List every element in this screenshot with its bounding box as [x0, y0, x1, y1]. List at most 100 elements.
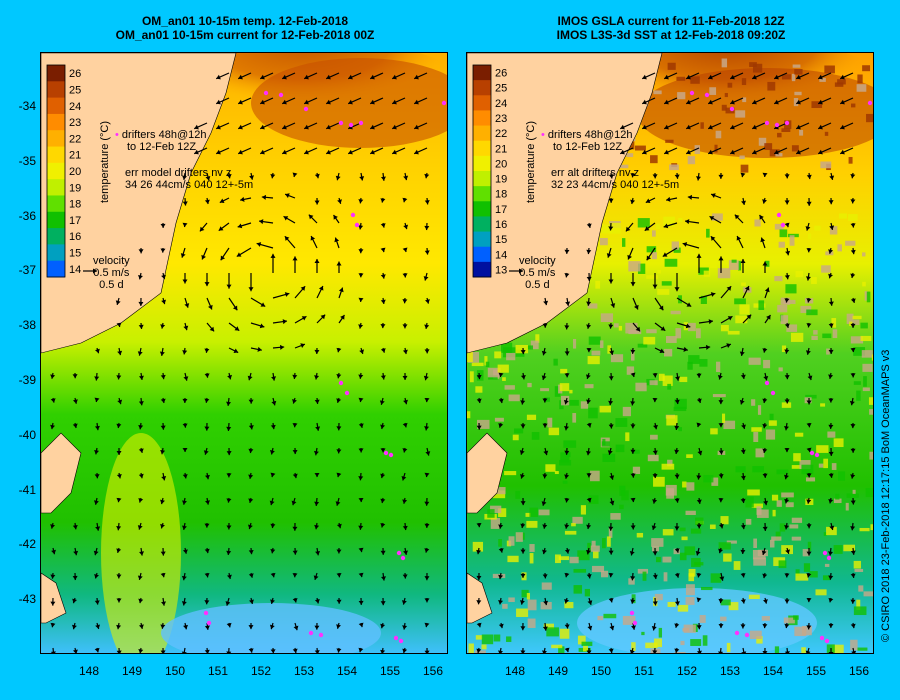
- left-drifters-text-1: drifters 48h@12h: [121, 129, 207, 141]
- sst-pixel: [767, 81, 776, 91]
- velocity-arrowhead: [260, 302, 266, 307]
- velocity-arrowhead: [138, 249, 144, 254]
- velocity-arrowhead: [850, 173, 856, 179]
- velocity-arrowhead: [279, 344, 285, 350]
- velocity-arrowhead: [425, 451, 431, 456]
- sst-pixel: [756, 506, 762, 515]
- velocity-arrowhead: [204, 548, 210, 554]
- sst-pixel: [780, 315, 789, 325]
- right-velocity-label: velocity: [519, 255, 556, 267]
- velocity-arrowhead: [282, 124, 287, 130]
- sst-pixel: [823, 532, 827, 536]
- velocity-arrowhead: [138, 448, 144, 453]
- sst-pixel: [789, 235, 795, 246]
- sst-pixel: [661, 281, 672, 286]
- velocity-arrowhead: [292, 399, 297, 404]
- velocity-arrowhead: [609, 475, 615, 480]
- sst-pixel: [690, 76, 700, 84]
- left-map-svg: 26 25 24 23 22 21 20 19 18 17 16 15 14: [41, 53, 447, 653]
- velocity-arrowhead: [424, 173, 430, 179]
- sst-pixel: [527, 599, 537, 611]
- right-sst-texture: [467, 53, 873, 653]
- velocity-arrowhead: [358, 249, 364, 254]
- velocity-arrowhead: [308, 214, 314, 220]
- velocity-arrowhead: [564, 450, 570, 455]
- sst-pixel: [474, 650, 486, 653]
- velocity-arrowhead: [664, 149, 669, 155]
- velocity-arrowhead: [314, 349, 320, 354]
- velocity-arrowhead: [674, 648, 680, 653]
- velocity-arrowhead: [314, 200, 320, 205]
- velocity-arrowhead: [695, 550, 701, 556]
- sst-pixel: [690, 252, 696, 257]
- velocity-arrowhead: [336, 573, 342, 578]
- velocity-arrowhead: [402, 448, 408, 453]
- sst-pixel: [581, 641, 593, 646]
- velocity-arrowhead: [652, 499, 658, 504]
- velocity-arrowhead: [675, 376, 681, 381]
- velocity-arrowhead: [730, 74, 735, 80]
- velocity-arrowhead: [696, 422, 702, 428]
- velocity-arrowhead: [498, 650, 503, 653]
- velocity-arrowhead: [674, 526, 680, 531]
- sst-pixel: [820, 161, 832, 169]
- sst-pixel: [525, 512, 531, 517]
- velocity-arrowhead: [740, 172, 746, 178]
- velocity-arrowhead: [520, 523, 526, 528]
- velocity-arrowhead: [359, 176, 365, 181]
- velocity-arrowhead: [160, 499, 165, 505]
- velocity-arrowhead: [204, 573, 210, 578]
- velocity-arrowhead: [402, 525, 408, 531]
- sst-pixel: [577, 635, 586, 645]
- velocity-arrowhead: [630, 349, 636, 354]
- sst-pixel: [600, 313, 614, 323]
- sst-pixel: [683, 624, 696, 633]
- sst-pixel: [834, 82, 844, 87]
- sst-pixel: [815, 589, 827, 596]
- velocity-arrowhead: [380, 247, 386, 253]
- left-velocity-time: 0.5 d: [99, 279, 124, 291]
- velocity-arrowhead: [608, 279, 614, 284]
- velocity-arrowhead: [304, 74, 309, 80]
- velocity-arrowhead: [270, 173, 276, 179]
- velocity-arrowhead: [138, 425, 144, 430]
- sst-pixel: [541, 582, 552, 590]
- velocity-arrowhead: [686, 74, 691, 80]
- velocity-arrowhead: [138, 473, 144, 479]
- colorbar-tick: 24: [69, 101, 81, 113]
- drifter-point: [383, 450, 389, 456]
- velocity-arrowhead: [696, 625, 702, 630]
- velocity-arrowhead: [199, 226, 205, 232]
- sst-pixel: [853, 606, 867, 616]
- velocity-arrowhead: [630, 401, 636, 406]
- velocity-arrowhead: [587, 600, 593, 605]
- velocity-arrowhead: [674, 399, 680, 404]
- velocity-arrowhead: [335, 175, 341, 181]
- velocity-arrowhead: [629, 550, 635, 556]
- velocity-arrowhead: [414, 74, 419, 80]
- drifter-point: [206, 620, 212, 626]
- left-title-line1: OM_an01 10-15m temp. 12-Feb-2018: [141, 14, 349, 28]
- velocity-arrowhead: [116, 624, 122, 630]
- left-velocity-label: velocity: [93, 255, 130, 267]
- sst-pixel: [753, 538, 758, 548]
- colorbar-segment: [473, 155, 491, 172]
- sst-pixel: [735, 110, 746, 118]
- colorbar-segment: [473, 65, 491, 81]
- velocity-arrowhead: [424, 200, 430, 205]
- sst-pixel: [687, 361, 693, 370]
- drifter-point: [784, 120, 790, 126]
- right-title-line2: IMOS L3S-3d SST at 12-Feb-2018 09:20Z: [556, 28, 786, 42]
- velocity-arrowhead: [402, 273, 408, 278]
- velocity-arrowhead: [226, 426, 232, 431]
- velocity-arrowhead: [740, 258, 746, 263]
- sst-pixel: [506, 352, 516, 361]
- velocity-arrowhead: [784, 651, 790, 653]
- velocity-arrowhead: [238, 99, 243, 105]
- sst-pixel: [587, 542, 591, 553]
- sst-pixel: [588, 336, 601, 345]
- velocity-arrowhead: [850, 623, 856, 629]
- sst-pixel: [848, 214, 858, 222]
- colorbar-tick: 23: [495, 113, 507, 125]
- velocity-arrowhead: [718, 400, 724, 405]
